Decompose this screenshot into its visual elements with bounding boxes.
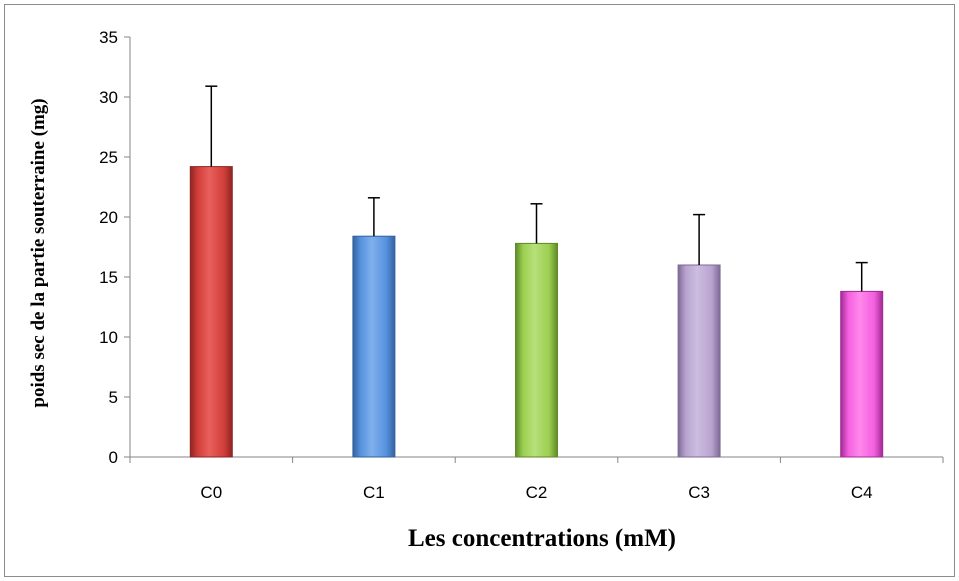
y-tick-label: 25 — [99, 148, 118, 167]
y-tick-label: 0 — [109, 448, 118, 467]
bars — [189, 166, 884, 458]
y-tick-label: 10 — [99, 328, 118, 347]
x-axis: C0 C1 C2 C3 C4 — [129, 456, 944, 502]
error-bars — [205, 85, 868, 292]
bar-c3 — [677, 264, 721, 458]
y-axis-label: poids sec de la partie souterraine (mg) — [28, 98, 49, 407]
x-tick-label: C4 — [851, 483, 873, 502]
x-axis-label: Les concentrations (mM) — [408, 525, 676, 552]
y-tick-label: 35 — [99, 28, 118, 47]
y-tick-label: 15 — [99, 268, 118, 287]
bar-c0 — [189, 166, 233, 458]
x-tick-label: C1 — [363, 483, 385, 502]
x-tick-label: C3 — [688, 483, 710, 502]
bar-c1 — [352, 235, 396, 458]
y-tick-label: 5 — [109, 388, 118, 407]
y-tick-label: 20 — [99, 208, 118, 227]
x-tick-label: C2 — [526, 483, 548, 502]
x-tick-label: C0 — [200, 483, 222, 502]
y-axis: 0 5 10 15 20 25 30 35 — [99, 28, 131, 467]
y-tick-label: 30 — [99, 88, 118, 107]
bar-c4 — [840, 290, 884, 458]
bar-c2 — [515, 242, 558, 458]
chart-frame — [4, 4, 955, 577]
